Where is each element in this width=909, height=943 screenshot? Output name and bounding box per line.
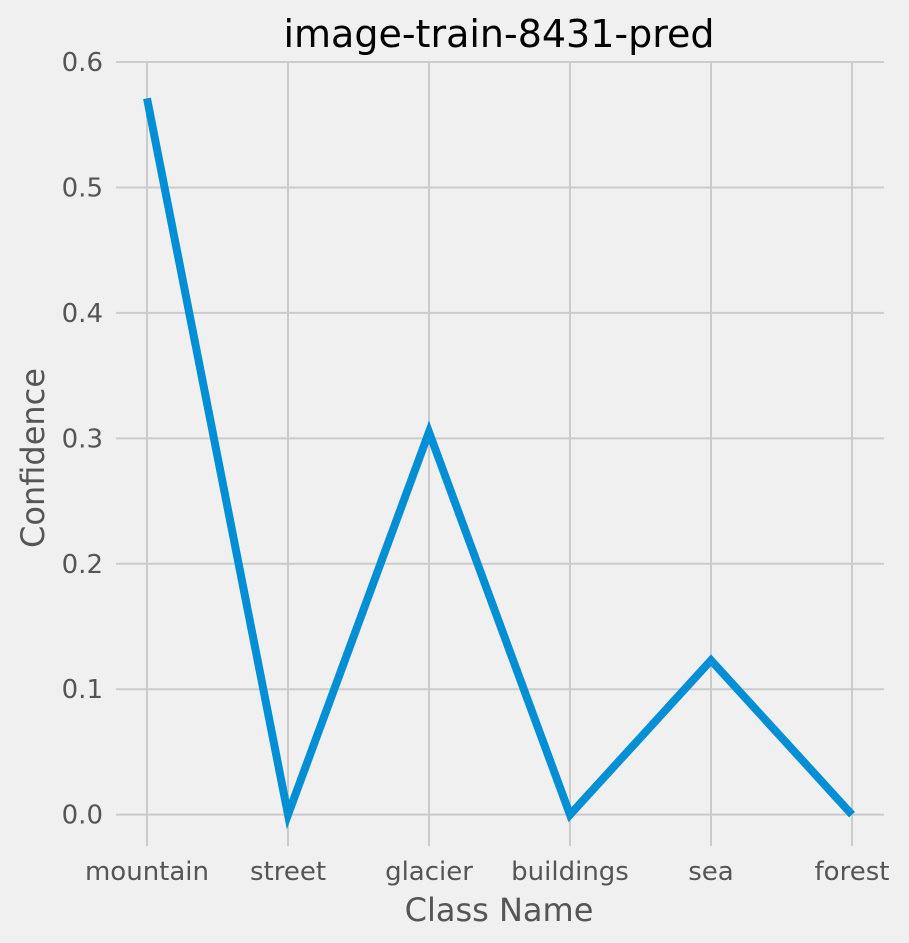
y-tick-label: 0.5	[62, 173, 103, 203]
x-tick-labels: mountain street glacier buildings sea forest	[85, 857, 889, 887]
x-axis-label: Class Name	[405, 891, 594, 929]
horizontal-gridlines	[116, 61, 884, 816]
y-axis-label: Confidence	[14, 368, 52, 548]
x-tick-label-forest: forest	[815, 857, 890, 887]
x-tick-label-glacier: glacier	[385, 857, 473, 887]
y-tick-label: 0.1	[62, 675, 103, 705]
x-tick-label-sea: sea	[688, 857, 733, 887]
y-tick-label: 0.3	[62, 424, 103, 454]
chart-title: image-train-8431-pred	[283, 12, 714, 56]
y-tick-label: 0.4	[62, 299, 103, 329]
y-tick-label: 0.0	[62, 801, 103, 831]
x-tick-label-buildings: buildings	[511, 857, 629, 887]
y-tick-label: 0.2	[62, 550, 103, 580]
y-tick-label: 0.6	[62, 48, 103, 78]
series-line-0	[143, 97, 855, 830]
x-tick-label-street: street	[250, 857, 326, 887]
x-tick-label-mountain: mountain	[85, 857, 209, 887]
y-tick-labels: 0.0 0.1 0.2 0.3 0.4 0.5 0.6	[62, 48, 103, 831]
series-layer	[143, 97, 855, 830]
vertical-gridlines	[146, 62, 853, 846]
